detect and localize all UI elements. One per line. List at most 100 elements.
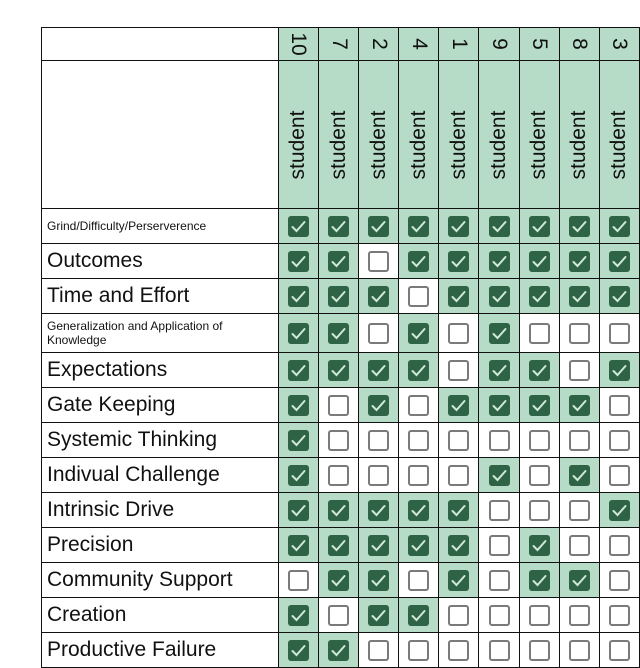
checkbox-checked[interactable] [328,534,350,556]
checkbox-unchecked[interactable] [408,285,430,307]
checkbox-unchecked[interactable] [608,464,630,486]
checkbox-unchecked[interactable] [568,359,590,381]
checkbox-unchecked[interactable] [408,394,430,416]
checkbox-unchecked[interactable] [408,569,430,591]
checkbox-unchecked[interactable] [488,639,510,661]
checkbox-unchecked[interactable] [528,322,550,344]
checkbox-unchecked[interactable] [448,464,470,486]
checkbox-unchecked[interactable] [408,464,430,486]
checkbox-checked[interactable] [528,215,550,237]
checkbox-unchecked[interactable] [448,604,470,626]
checkbox-unchecked[interactable] [368,464,390,486]
checkbox-checked[interactable] [608,285,630,307]
checkbox-checked[interactable] [368,394,390,416]
checkbox-checked[interactable] [287,359,309,381]
checkbox-checked[interactable] [608,215,630,237]
checkbox-checked[interactable] [328,639,350,661]
checkbox-checked[interactable] [528,285,550,307]
checkbox-checked[interactable] [488,322,510,344]
checkbox-checked[interactable] [488,215,510,237]
checkbox-checked[interactable] [528,569,550,591]
checkbox-unchecked[interactable] [608,394,630,416]
checkbox-unchecked[interactable] [568,499,590,521]
checkbox-checked[interactable] [448,215,470,237]
checkbox-checked[interactable] [368,569,390,591]
checkbox-unchecked[interactable] [448,429,470,451]
checkbox-unchecked[interactable] [608,604,630,626]
checkbox-checked[interactable] [287,499,309,521]
checkbox-checked[interactable] [568,569,590,591]
checkbox-checked[interactable] [528,534,550,556]
checkbox-checked[interactable] [528,394,550,416]
checkbox-checked[interactable] [408,250,430,272]
checkbox-checked[interactable] [488,394,510,416]
checkbox-checked[interactable] [448,285,470,307]
checkbox-unchecked[interactable] [328,394,350,416]
checkbox-checked[interactable] [368,534,390,556]
checkbox-checked[interactable] [448,499,470,521]
checkbox-unchecked[interactable] [568,639,590,661]
checkbox-checked[interactable] [568,464,590,486]
checkbox-checked[interactable] [608,359,630,381]
checkbox-unchecked[interactable] [568,604,590,626]
checkbox-unchecked[interactable] [608,639,630,661]
checkbox-unchecked[interactable] [528,639,550,661]
checkbox-checked[interactable] [408,215,430,237]
checkbox-checked[interactable] [408,604,430,626]
checkbox-checked[interactable] [528,250,550,272]
checkbox-checked[interactable] [287,534,309,556]
checkbox-checked[interactable] [488,250,510,272]
checkbox-checked[interactable] [287,639,309,661]
checkbox-checked[interactable] [568,250,590,272]
checkbox-checked[interactable] [368,359,390,381]
checkbox-unchecked[interactable] [328,429,350,451]
checkbox-unchecked[interactable] [488,429,510,451]
checkbox-checked[interactable] [528,359,550,381]
checkbox-unchecked[interactable] [608,569,630,591]
checkbox-unchecked[interactable] [488,499,510,521]
checkbox-checked[interactable] [408,499,430,521]
checkbox-checked[interactable] [328,285,350,307]
checkbox-checked[interactable] [368,215,390,237]
checkbox-checked[interactable] [287,464,309,486]
checkbox-checked[interactable] [488,464,510,486]
checkbox-checked[interactable] [287,429,309,451]
checkbox-unchecked[interactable] [528,499,550,521]
checkbox-checked[interactable] [448,534,470,556]
checkbox-unchecked[interactable] [568,534,590,556]
checkbox-unchecked[interactable] [328,604,350,626]
checkbox-checked[interactable] [368,604,390,626]
checkbox-checked[interactable] [448,569,470,591]
checkbox-unchecked[interactable] [568,429,590,451]
checkbox-checked[interactable] [448,394,470,416]
checkbox-unchecked[interactable] [488,604,510,626]
checkbox-checked[interactable] [568,285,590,307]
checkbox-unchecked[interactable] [568,322,590,344]
checkbox-checked[interactable] [448,250,470,272]
checkbox-unchecked[interactable] [608,429,630,451]
checkbox-unchecked[interactable] [448,322,470,344]
checkbox-unchecked[interactable] [528,604,550,626]
checkbox-unchecked[interactable] [608,534,630,556]
checkbox-checked[interactable] [368,499,390,521]
checkbox-checked[interactable] [568,394,590,416]
checkbox-checked[interactable] [328,359,350,381]
checkbox-checked[interactable] [408,322,430,344]
checkbox-checked[interactable] [608,250,630,272]
checkbox-unchecked[interactable] [488,569,510,591]
checkbox-checked[interactable] [408,534,430,556]
checkbox-checked[interactable] [328,569,350,591]
checkbox-unchecked[interactable] [368,639,390,661]
checkbox-checked[interactable] [328,322,350,344]
checkbox-checked[interactable] [287,604,309,626]
checkbox-unchecked[interactable] [608,322,630,344]
checkbox-unchecked[interactable] [448,359,470,381]
checkbox-checked[interactable] [568,215,590,237]
checkbox-checked[interactable] [287,250,309,272]
checkbox-checked[interactable] [328,499,350,521]
checkbox-checked[interactable] [287,322,309,344]
checkbox-unchecked[interactable] [448,639,470,661]
checkbox-unchecked[interactable] [287,569,309,591]
checkbox-unchecked[interactable] [408,429,430,451]
checkbox-checked[interactable] [488,285,510,307]
